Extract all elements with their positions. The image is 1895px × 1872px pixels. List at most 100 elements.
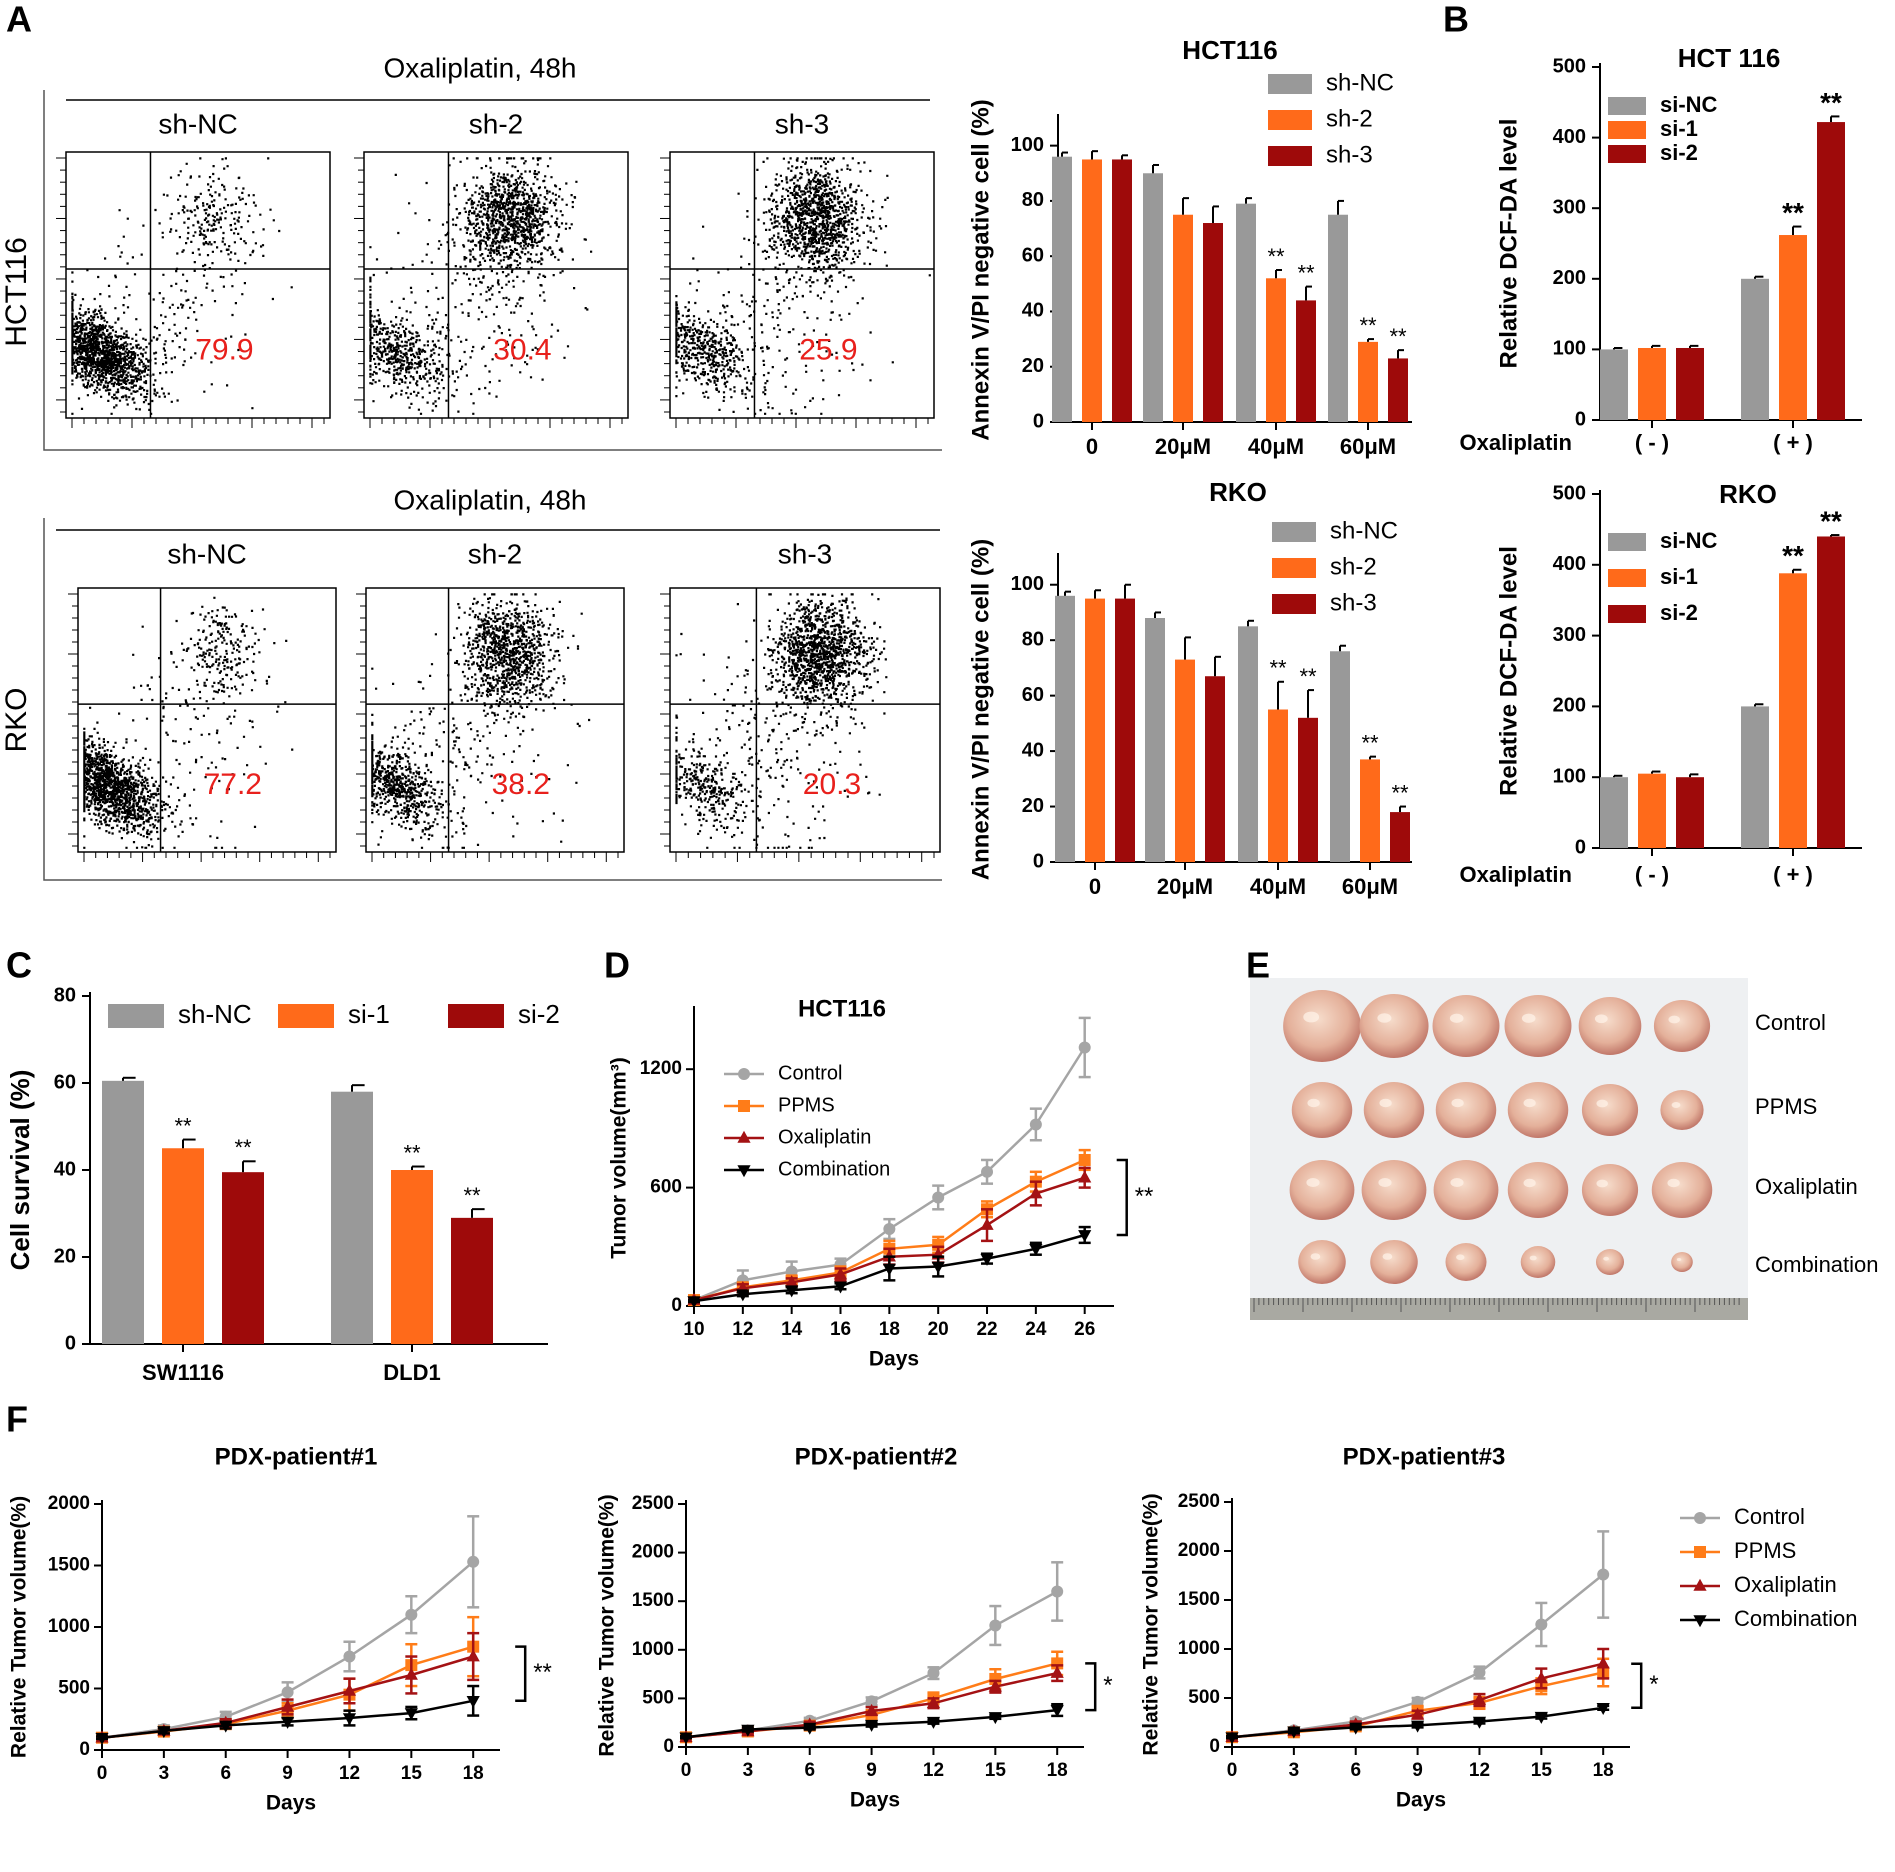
legend-label: si-2 bbox=[518, 999, 560, 1029]
data-point bbox=[1029, 1243, 1043, 1256]
flow-plot-name: sh-3 bbox=[778, 538, 832, 569]
bar-si-1 bbox=[1779, 235, 1807, 420]
legend-label: sh-3 bbox=[1330, 589, 1377, 616]
tumor-specimen bbox=[1595, 1249, 1625, 1275]
data-point bbox=[219, 1720, 233, 1733]
chart-title: RKO bbox=[1209, 477, 1267, 507]
legend-swatch bbox=[1608, 121, 1646, 139]
legend-swatch bbox=[1272, 594, 1316, 614]
tumor-specimen bbox=[1291, 1082, 1353, 1138]
bar-si-nc bbox=[1600, 349, 1628, 420]
data-point bbox=[343, 1650, 356, 1663]
tumor-highlight bbox=[1303, 1011, 1320, 1023]
legend-swatch bbox=[1608, 145, 1646, 163]
series-combination bbox=[687, 1225, 1092, 1309]
significance-stars: ** bbox=[1391, 780, 1409, 805]
data-point bbox=[342, 1683, 357, 1696]
tumor-highlight bbox=[1668, 1015, 1680, 1024]
significance-stars: * bbox=[1103, 1672, 1112, 1699]
bar-si-nc bbox=[1741, 706, 1769, 848]
data-point bbox=[785, 1275, 799, 1288]
legend-label: PPMS bbox=[778, 1094, 835, 1116]
legend-swatch bbox=[1268, 74, 1312, 94]
y-tick-label: 0 bbox=[1575, 836, 1586, 858]
y-tick-label: 100 bbox=[1011, 573, 1044, 595]
data-point bbox=[1287, 1726, 1301, 1739]
flow-panel-hct116: Oxaliplatin, 48hHCT116sh-NC79.9sh-230.4s… bbox=[0, 52, 942, 451]
significance-stars: ** bbox=[234, 1135, 252, 1160]
tumor-highlight bbox=[1310, 1253, 1321, 1260]
significance-bracket bbox=[1085, 1662, 1097, 1712]
y-tick-label: 60 bbox=[1022, 684, 1044, 706]
data-point bbox=[980, 1253, 994, 1266]
panel-label-d: D bbox=[604, 945, 630, 986]
bar-sh-3 bbox=[1298, 717, 1318, 862]
x-axis-label: Days bbox=[1396, 1789, 1446, 1812]
bar-si-nc bbox=[1600, 777, 1628, 848]
flow-events bbox=[83, 596, 294, 849]
y-tick-label: 20 bbox=[54, 1245, 76, 1267]
tumor-highlight bbox=[1449, 1013, 1464, 1023]
x-tick-label: 10 bbox=[683, 1319, 704, 1340]
bar-chart-b2: 0 100 200 300 400 500 Relative DCF-DA level RKO… bbox=[1460, 479, 1862, 887]
bar-sh-2 bbox=[1358, 341, 1378, 422]
x-tick-label: DLD1 bbox=[383, 1360, 440, 1385]
y-tick-label: 2500 bbox=[632, 1493, 674, 1514]
legend-marker bbox=[1694, 1512, 1706, 1524]
x-tick-label: 6 bbox=[1350, 1760, 1361, 1781]
bar-sh-nc bbox=[1055, 595, 1075, 862]
tumor-highlight bbox=[1594, 1014, 1608, 1024]
legend-swatch bbox=[1608, 569, 1646, 587]
tumor-specimen bbox=[1359, 994, 1429, 1058]
flow-percent: 25.9 bbox=[799, 333, 857, 366]
data-point bbox=[741, 1724, 755, 1737]
bar-sh-3 bbox=[1390, 812, 1410, 862]
y-tick-label: 1500 bbox=[48, 1555, 90, 1576]
y-tick-label: 500 bbox=[642, 1687, 674, 1708]
x-tick-label: 12 bbox=[339, 1763, 360, 1784]
data-point bbox=[687, 1296, 701, 1309]
data-point bbox=[927, 1667, 940, 1680]
flow-plot-sh-3: sh-3 25.9 bbox=[660, 108, 935, 428]
legend-marker bbox=[738, 1068, 750, 1080]
bar-sh-2 bbox=[1173, 214, 1193, 422]
flow-row-label: HCT116 bbox=[0, 237, 33, 346]
bar-sh-nc bbox=[1143, 173, 1163, 422]
x-tick-label: 9 bbox=[866, 1760, 877, 1781]
x-tick-label: 6 bbox=[220, 1763, 231, 1784]
legend-swatch bbox=[448, 1004, 504, 1028]
x-tick-label: 22 bbox=[976, 1319, 997, 1340]
y-tick-label: 2000 bbox=[1178, 1540, 1220, 1561]
bar-sh-3 bbox=[1388, 358, 1408, 422]
data-point bbox=[883, 1223, 896, 1236]
y-tick-label: 400 bbox=[1553, 553, 1586, 575]
chart-title: HCT116 bbox=[1182, 35, 1277, 65]
significance-stars: ** bbox=[1820, 505, 1842, 536]
bar-sh-2 bbox=[1082, 159, 1102, 423]
tumor-specimen bbox=[1660, 1090, 1704, 1130]
x-tick-label: 60μM bbox=[1340, 434, 1396, 459]
bar-si-1 bbox=[391, 1170, 433, 1344]
legend-label: Combination bbox=[778, 1158, 890, 1180]
legend-label: sh-NC bbox=[1330, 517, 1398, 544]
flow-plot-sh-nc: sh-NC 77.2 bbox=[68, 538, 337, 862]
x-tick-label: 18 bbox=[463, 1763, 484, 1784]
bar-sh-2 bbox=[1268, 709, 1288, 862]
legend-label: sh-NC bbox=[1326, 69, 1394, 96]
bar-sh-3 bbox=[1205, 676, 1225, 862]
tumor-highlight bbox=[1667, 1178, 1680, 1188]
tumor-highlight bbox=[1676, 1258, 1682, 1261]
legend-label: si-2 bbox=[1660, 140, 1698, 165]
data-point bbox=[988, 1712, 1002, 1725]
tumor-specimen bbox=[1298, 1240, 1346, 1284]
flow-events bbox=[71, 157, 293, 415]
x-tick-label: 15 bbox=[1531, 1760, 1553, 1781]
data-point bbox=[1349, 1722, 1363, 1735]
significance-bracket bbox=[515, 1645, 527, 1703]
data-point bbox=[926, 1696, 941, 1709]
bar-chart-c: 0 20 40 60 80 Cell survival (%) SW1116 ** ** DLD1… bbox=[5, 984, 560, 1385]
legend-marker bbox=[1693, 1578, 1707, 1591]
photo-row-label: Control bbox=[1755, 1010, 1826, 1035]
bar-si-2 bbox=[451, 1217, 493, 1344]
y-tick-label: 1000 bbox=[1178, 1638, 1220, 1659]
